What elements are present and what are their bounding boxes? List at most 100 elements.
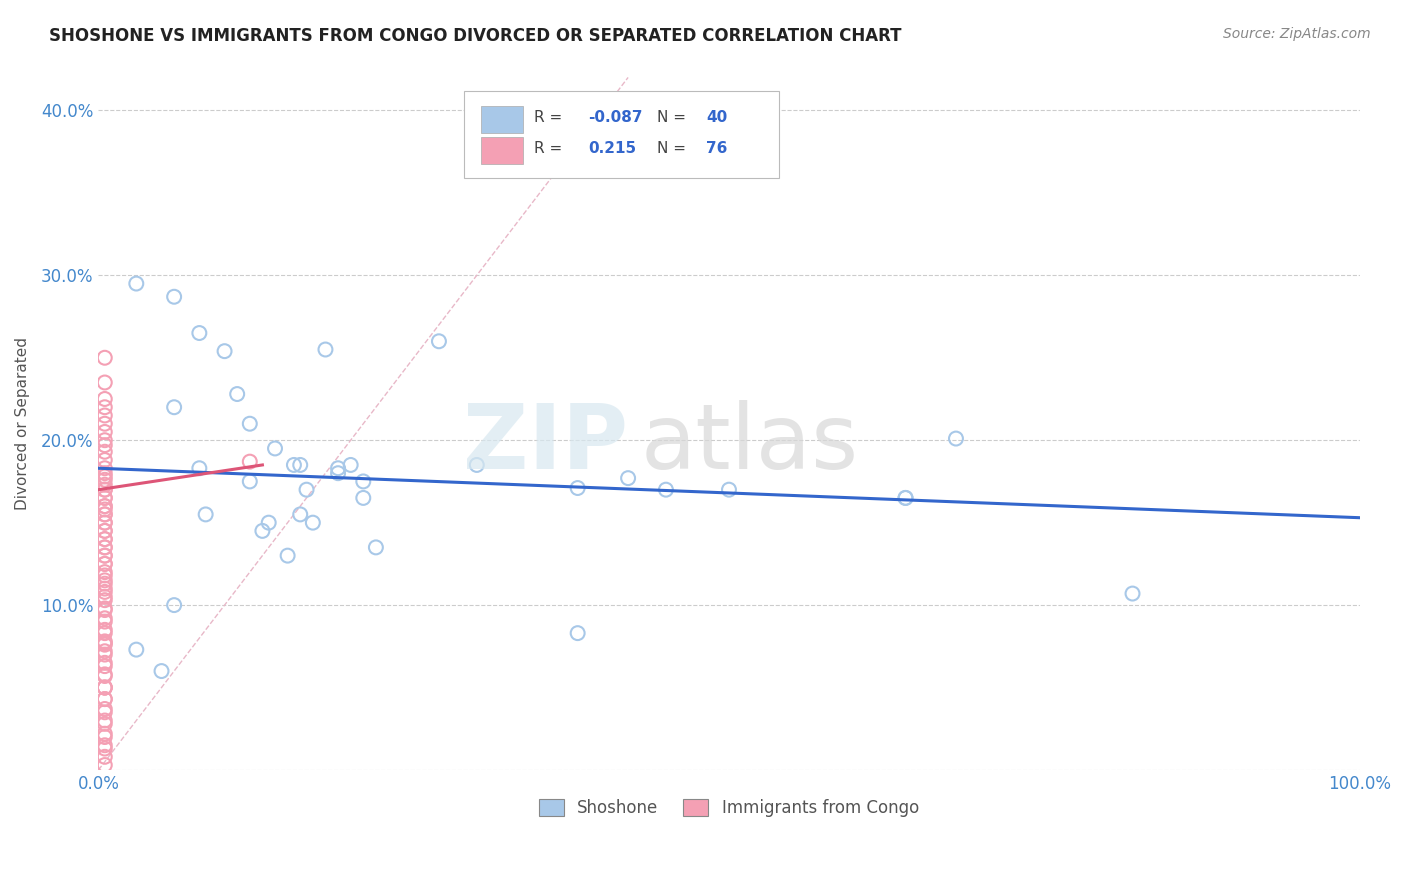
Point <box>94 532 117 546</box>
Point <box>894 491 917 505</box>
Point <box>94 582 117 596</box>
Point <box>94 638 117 652</box>
Point <box>94 601 117 615</box>
Point <box>94 401 117 415</box>
Point <box>94 516 117 530</box>
Point <box>94 576 117 591</box>
Point <box>163 598 186 612</box>
Point <box>94 565 117 579</box>
Point <box>94 681 117 695</box>
Point <box>94 741 117 756</box>
Point <box>326 461 349 475</box>
Text: Source: ZipAtlas.com: Source: ZipAtlas.com <box>1223 27 1371 41</box>
Text: N =: N = <box>657 110 690 125</box>
Point <box>264 442 287 456</box>
Point <box>94 626 117 640</box>
Point <box>188 326 211 340</box>
Point <box>94 667 117 681</box>
FancyBboxPatch shape <box>464 91 779 178</box>
Point <box>717 483 740 497</box>
Point <box>94 648 117 662</box>
Point <box>150 664 173 678</box>
Point <box>94 483 117 497</box>
Point <box>290 458 312 472</box>
FancyBboxPatch shape <box>481 106 523 133</box>
Point <box>277 549 299 563</box>
Text: R =: R = <box>533 110 567 125</box>
Point <box>94 716 117 731</box>
Text: 40: 40 <box>706 110 727 125</box>
Point <box>94 499 117 513</box>
Point <box>94 541 117 555</box>
Point <box>94 524 117 538</box>
Point <box>283 458 305 472</box>
Text: -0.087: -0.087 <box>588 110 643 125</box>
Point <box>94 453 117 467</box>
Legend: Shoshone, Immigrants from Congo: Shoshone, Immigrants from Congo <box>533 792 925 824</box>
Point <box>94 541 117 555</box>
Point <box>252 524 274 538</box>
Point <box>94 469 117 483</box>
Point <box>94 557 117 571</box>
Point <box>94 376 117 390</box>
Point <box>257 516 280 530</box>
Point <box>94 524 117 538</box>
Text: R =: R = <box>533 141 567 156</box>
Point <box>94 681 117 695</box>
Point <box>94 508 117 522</box>
Point <box>94 461 117 475</box>
Point <box>226 387 249 401</box>
Point <box>94 714 117 728</box>
Point <box>567 481 589 495</box>
Point <box>465 458 488 472</box>
Text: SHOSHONE VS IMMIGRANTS FROM CONGO DIVORCED OR SEPARATED CORRELATION CHART: SHOSHONE VS IMMIGRANTS FROM CONGO DIVORC… <box>49 27 901 45</box>
Point <box>94 491 117 505</box>
Point <box>94 473 117 487</box>
Text: atlas: atlas <box>641 401 859 489</box>
Point <box>364 541 387 555</box>
Point <box>94 438 117 452</box>
Text: ZIP: ZIP <box>463 401 628 489</box>
Point <box>352 491 374 505</box>
Point <box>94 585 117 599</box>
Point <box>94 568 117 582</box>
Point <box>214 344 236 359</box>
Text: 0.215: 0.215 <box>588 141 636 156</box>
Point <box>94 706 117 720</box>
Point <box>94 590 117 604</box>
Point <box>239 455 262 469</box>
Point <box>427 334 450 349</box>
Point <box>239 475 262 489</box>
Point <box>94 532 117 546</box>
Point <box>94 574 117 588</box>
Point <box>94 409 117 423</box>
FancyBboxPatch shape <box>481 137 523 164</box>
Point <box>1121 586 1143 600</box>
Point <box>945 432 967 446</box>
Point <box>617 471 640 485</box>
Point <box>94 549 117 563</box>
Point <box>94 477 117 491</box>
Point <box>655 483 678 497</box>
Point <box>239 417 262 431</box>
Point <box>339 458 361 472</box>
Text: N =: N = <box>657 141 690 156</box>
Point <box>94 692 117 706</box>
Point <box>94 692 117 706</box>
Point <box>94 351 117 365</box>
Point <box>94 758 117 772</box>
Point <box>125 642 148 657</box>
Point <box>94 417 117 431</box>
Point <box>94 644 117 658</box>
Point <box>94 549 117 563</box>
Point <box>94 491 117 505</box>
Point <box>94 623 117 637</box>
Point <box>894 491 917 505</box>
Point <box>194 508 217 522</box>
Point <box>326 466 349 480</box>
Point <box>295 483 318 497</box>
Point <box>94 702 117 716</box>
Point <box>352 475 374 489</box>
Point <box>94 425 117 439</box>
Point <box>94 749 117 764</box>
